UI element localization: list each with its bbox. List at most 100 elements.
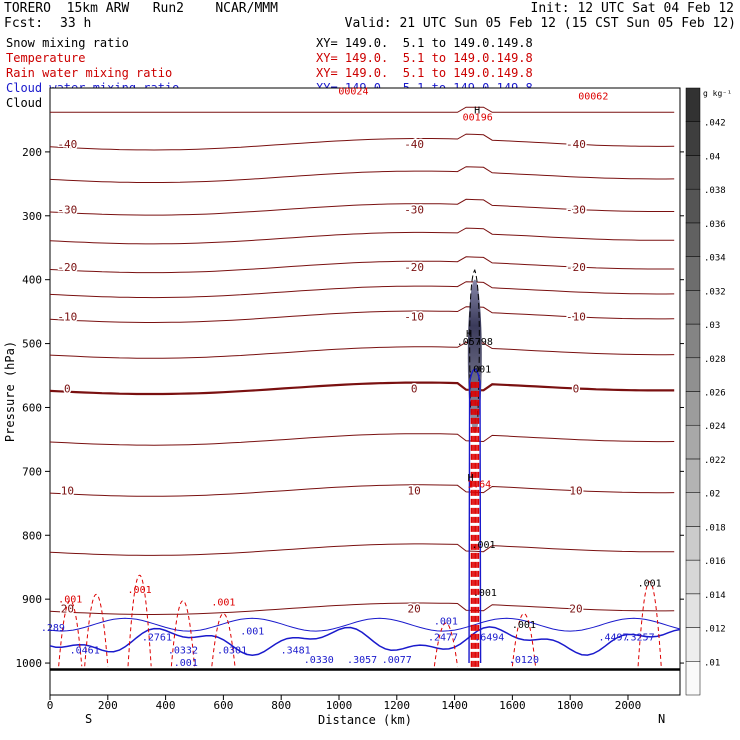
contour-annotation: .001 <box>240 626 264 637</box>
x-axis-title: Distance (km) <box>318 713 412 727</box>
y-tick-label: 200 <box>22 146 42 159</box>
x-tick-label: 1400 <box>441 699 468 712</box>
x-tick-label: 1200 <box>384 699 411 712</box>
x-tick-label: 600 <box>213 699 233 712</box>
y-tick-label: 700 <box>22 465 42 478</box>
temperature-label: 10 <box>61 485 74 498</box>
colorbar-swatch <box>685 290 701 325</box>
rain-contour <box>58 600 83 667</box>
forecast-label: Fcst: <box>4 16 44 31</box>
temperature-contour <box>49 484 675 497</box>
contour-annotation: .2477 <box>428 633 458 644</box>
colorbar-swatch <box>685 424 701 460</box>
x-tick-label: 800 <box>271 699 291 712</box>
colorbar-swatch <box>685 222 701 257</box>
field-name: Rain water mixing ratio <box>6 66 173 80</box>
contour-annotation: H <box>474 106 480 117</box>
field-xy: XY= 149.0. 5.1 to 149.0.149.8 <box>316 36 533 50</box>
field-xy: XY= 149.0. 5.1 to 149.0.149.8 <box>316 51 533 65</box>
temperature-contour <box>49 602 675 615</box>
colorbar-units: g kg⁻¹ <box>703 89 732 98</box>
colorbar-swatch <box>685 323 701 359</box>
contour-annotation: .001 <box>467 364 491 375</box>
contour-annotation: .001 <box>174 658 198 669</box>
valid-time: Valid: 21 UTC Sun 05 Feb 12 (15 CST Sun … <box>344 16 736 31</box>
contour-annotation: .3057 <box>347 655 377 666</box>
temperature-contour <box>49 306 675 323</box>
contour-annotation: 1.64 <box>467 479 491 490</box>
south-label: S <box>85 712 92 726</box>
y-axis-title: Pressure (hPa) <box>3 341 17 442</box>
temperature-label: 0 <box>573 382 580 395</box>
forecast-hours: 33 h <box>60 16 92 31</box>
contour-annotation: .05798 <box>457 337 493 348</box>
y-tick-label: 300 <box>22 210 42 223</box>
x-tick-label: 200 <box>98 699 118 712</box>
cloud-water-contour <box>49 626 681 657</box>
y-tick-label: 1000 <box>16 657 43 670</box>
contour-annotation: .2761 <box>142 633 172 644</box>
contour-annotation: .0461 <box>70 645 100 656</box>
contour-annotation: .3481 <box>281 645 311 656</box>
contour-annotation: 00024 <box>338 86 368 97</box>
temperature-label: -10 <box>57 311 77 324</box>
temperature-contour <box>49 381 675 396</box>
colorbar-swatch <box>685 121 701 156</box>
colorbar-tick-label: .034 <box>704 254 726 264</box>
colorbar-swatch <box>685 526 701 561</box>
temperature-label: -20 <box>566 261 586 274</box>
colorbar-tick-label: .016 <box>704 557 726 567</box>
contour-annotation: .001 <box>512 620 536 631</box>
temperature-label: -40 <box>566 138 586 151</box>
temperature-label: 20 <box>408 603 421 616</box>
temperature-label: 20 <box>61 603 74 616</box>
colorbar-tick-label: .036 <box>704 220 726 230</box>
contour-annotation: .001 <box>638 578 662 589</box>
temperature-contour <box>49 281 675 299</box>
temperature-contour <box>49 198 675 216</box>
colorbar-tick-label: .026 <box>704 389 726 399</box>
field-xy: XY= 149.0. 5.1 to 149.0.149.8 <box>316 66 533 80</box>
contour-annotation: .001 <box>473 588 497 599</box>
colorbar-tick-label: .012 <box>704 625 726 635</box>
colorbar-swatch <box>685 559 701 595</box>
temperature-label: -10 <box>566 311 586 324</box>
north-label: N <box>658 712 665 726</box>
contour-annotation: .001 <box>434 617 458 628</box>
temperature-contour <box>49 433 675 446</box>
snow-contour <box>469 269 480 421</box>
y-tick-label: 400 <box>22 274 42 287</box>
temperature-label: 10 <box>408 485 421 498</box>
contour-annotation: .001 <box>471 540 495 551</box>
colorbar-swatch <box>685 357 701 392</box>
temperature-contour <box>49 227 675 245</box>
colorbar-tick-label: .018 <box>704 523 726 533</box>
colorbar-swatch <box>685 87 701 122</box>
field-name: Temperature <box>6 51 86 65</box>
contour-annotation: .001 <box>58 594 82 605</box>
plot-frame <box>49 87 681 696</box>
contour-annotation: H <box>467 473 473 484</box>
contour-annotation: H <box>466 329 472 340</box>
x-tick-label: 1600 <box>499 699 526 712</box>
rain-contour <box>637 581 662 667</box>
colorbar-tick-label: .028 <box>704 355 726 365</box>
x-tick-label: 0 <box>47 699 54 712</box>
temperature-contour <box>50 106 675 113</box>
colorbar-swatch <box>685 256 701 291</box>
y-tick-label: 600 <box>22 401 42 414</box>
temperature-label: -20 <box>404 261 424 274</box>
contour-annotation: .289 <box>41 623 65 634</box>
model-title: TORERO 15km ARW Run2 NCAR/MMM <box>4 1 278 16</box>
colorbar-swatch <box>685 155 701 190</box>
colorbar-tick-label: .014 <box>704 591 726 601</box>
temperature-contour <box>49 543 675 556</box>
temperature-contour <box>49 133 675 151</box>
contour-annotation: .0332 <box>168 645 198 656</box>
contour-annotation: .0120 <box>509 655 539 666</box>
temperature-contour <box>49 166 675 183</box>
cloud-water-contour <box>49 617 681 632</box>
colorbar-swatch <box>685 593 701 628</box>
temperature-contour <box>49 256 675 274</box>
